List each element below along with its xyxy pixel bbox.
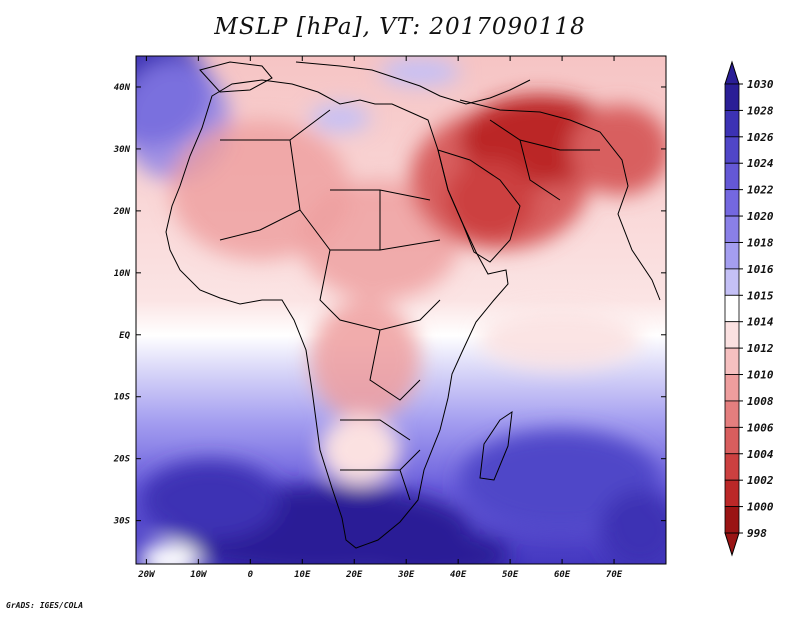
colorbar-swatch [724,374,740,402]
colorbar-label: 1028 [747,104,774,117]
colorbar-swatch [724,294,740,323]
colorbar-swatch [724,426,740,455]
colorbar-label: 1030 [747,78,774,91]
colorbar-swatch [724,347,740,375]
lon-label: 10E [294,570,311,580]
lon-label: 40E [450,570,467,580]
lon-label: 30E [397,570,415,580]
colorbar-swatch [724,136,740,164]
colorbar-swatch [724,321,740,349]
colorbar-label: 1015 [747,289,774,302]
pressure-field [136,56,666,564]
coastlines [165,61,661,549]
latitude-labels: 40N 30N 20N 10N EQ 10S 20S 30S [113,83,131,527]
colorbar-label: 1024 [747,157,774,170]
colorbar-label: 998 [747,527,767,540]
colorbar-label: 1012 [747,342,774,355]
colorbar-label: 1026 [747,131,774,144]
lat-label: 20S [113,455,131,465]
colorbar-swatch [724,110,740,138]
colorbar-swatch [724,242,740,270]
lat-label: 40N [114,83,131,93]
colorbar-swatch [724,215,740,243]
colorbar-label: 1022 [747,184,774,197]
colorbar-label: 1008 [747,395,774,408]
lat-label: 30N [113,145,131,155]
lat-label: 10N [114,269,131,279]
colorbar-swatch [724,189,740,217]
colorbar-label: 1018 [747,236,774,249]
colorbar-swatch [724,453,740,481]
colorbar-arrow-top [724,60,740,85]
lat-label: 10S [114,393,131,403]
colorbar-label: 1020 [747,210,774,223]
colorbar-swatch [724,506,740,534]
map-title: MSLP [hPa], VT: 2017090118 [214,14,586,40]
colorbar-label: 1016 [747,263,774,276]
colorbar-label: 1006 [747,421,774,434]
grads-credit: GrADS: IGES/COLA [6,601,84,610]
lat-label: EQ [119,331,130,341]
colorbar-label: 1010 [747,369,774,382]
lon-label: 0 [248,570,254,580]
longitude-labels: 20W 10W 0 10E 20E 30E 40E 50E 60E 70E [137,570,622,580]
axis-ticks [136,56,666,564]
lat-label: 20N [113,207,131,217]
lat-label: 30S [113,517,131,527]
colorbar-label: 1004 [747,448,774,461]
plot-frame [135,55,667,565]
lon-label: 20W [137,570,156,580]
colorbar-label: 1002 [747,474,774,487]
colorbar-swatch [724,83,740,111]
lon-label: 60E [554,570,571,580]
colorbar: 1030 1028 1026 1024 1022 1020 1018 1016 1015 1014… [724,60,774,557]
colorbar-swatch [724,479,740,507]
colorbar-swatch [724,162,740,191]
colorbar-label: 1014 [747,316,774,329]
colorbar-label: 1000 [747,501,774,514]
lon-label: 20E [345,570,363,580]
colorbar-swatch [724,268,740,296]
colorbar-swatch [724,400,740,428]
lon-label: 50E [502,570,519,580]
colorbar-arrow-bottom [724,532,740,557]
lon-label: 10W [190,570,208,580]
lon-label: 70E [606,570,623,580]
